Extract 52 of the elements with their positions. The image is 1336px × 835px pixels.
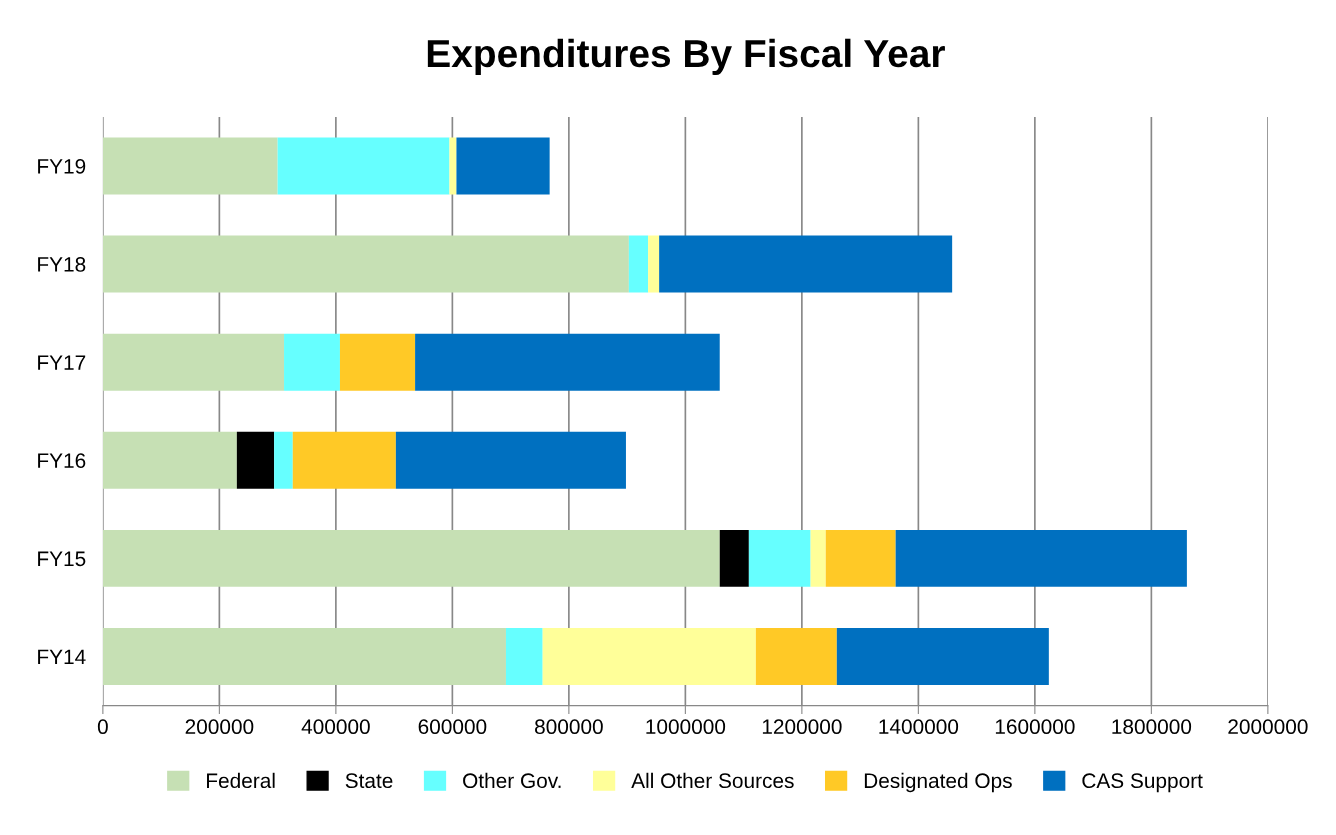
bar (339, 333, 416, 391)
legend-label: CAS Support (1082, 773, 1203, 793)
bar (274, 431, 293, 489)
bar (102, 529, 720, 587)
chart-title: Expenditures By Fiscal Year (427, 38, 945, 75)
bar (659, 235, 953, 293)
bar (456, 137, 550, 195)
y-tick-label: FY17 (38, 355, 86, 370)
bar (748, 529, 811, 587)
x-tick-label: 400000 (301, 719, 370, 735)
legend-label: Federal (207, 772, 275, 789)
x-tick-label: 1400000 (879, 719, 959, 735)
bar (648, 235, 660, 293)
bar (277, 137, 450, 195)
bar (755, 628, 837, 685)
legend-label: All Other Sources (631, 772, 794, 789)
bar (292, 431, 396, 489)
bar (719, 529, 749, 587)
x-tick-label: 2000000 (1228, 719, 1308, 735)
x-tick-label: 1800000 (1112, 719, 1192, 735)
y-tick-label: FY18 (38, 257, 86, 272)
legend-label: Designated Ops (864, 772, 1012, 793)
bar (449, 137, 457, 195)
legend-label: State (345, 773, 393, 789)
x-tick-label: 1200000 (762, 719, 842, 735)
bar (895, 529, 1187, 587)
y-tick-label: FY14 (38, 649, 86, 665)
bar (505, 628, 543, 685)
x-tick-label: 600000 (418, 719, 487, 735)
y-tick-label: FY15 (38, 551, 86, 567)
bar (236, 431, 275, 489)
bar (395, 431, 626, 489)
x-tick-label: 800000 (535, 719, 603, 735)
y-tick-label: FY16 (38, 453, 86, 469)
bar (825, 529, 896, 587)
bar (102, 333, 285, 391)
bar (628, 235, 649, 293)
bar (102, 431, 237, 489)
bar (102, 628, 506, 685)
x-tick-label: 1600000 (995, 719, 1075, 735)
bar (415, 333, 720, 391)
x-tick-label: 200000 (185, 719, 254, 735)
bar (810, 529, 826, 587)
bar (102, 137, 278, 195)
x-tick-label: 1000000 (646, 719, 726, 735)
legend-label: Other Gov. (463, 772, 561, 789)
y-tick-label: FY19 (38, 158, 86, 174)
bar (284, 333, 340, 391)
bar (836, 628, 1049, 685)
bar (102, 235, 629, 293)
bar (542, 628, 756, 685)
x-tick-label: 0 (97, 719, 108, 735)
